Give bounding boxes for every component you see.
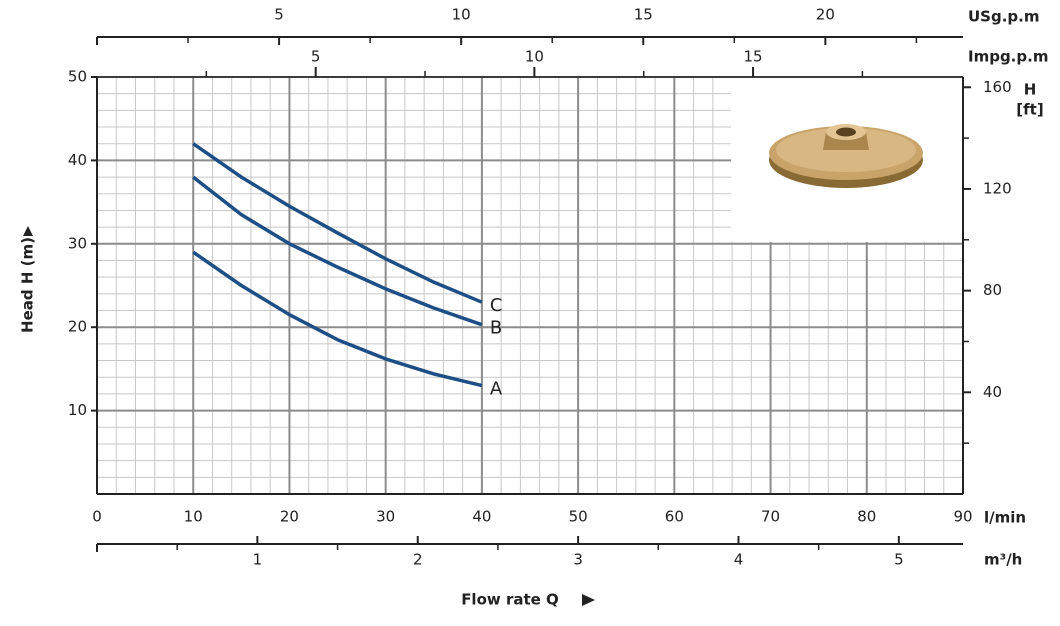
y2-tick-label: 80	[983, 281, 1002, 299]
x-arrow	[582, 594, 595, 606]
x-unit: l/min	[984, 509, 1026, 527]
secondary-tick-label: 5	[274, 6, 284, 24]
secondary-tick-label: 4	[734, 551, 744, 569]
secondary-tick-label: 15	[744, 48, 763, 66]
y2-tick-label: 160	[983, 78, 1012, 96]
y-tick-label: 20	[68, 318, 87, 336]
secondary-tick-label: 5	[894, 551, 904, 569]
impeller-photo	[731, 78, 962, 242]
curve-label: A	[490, 379, 503, 400]
pump-curve	[192, 142, 483, 304]
secondary-tick-label: 10	[452, 6, 471, 24]
x-tick-label: 40	[472, 508, 491, 526]
x-tick-label: 90	[953, 508, 972, 526]
x-tick-label: 10	[184, 508, 203, 526]
grid	[96, 76, 964, 494]
y2-label: [ft]	[1016, 101, 1043, 119]
x-tick-label: 20	[280, 508, 299, 526]
x-tick-label: 50	[569, 508, 588, 526]
pump-curve	[192, 250, 483, 388]
x-tick-label: 70	[761, 508, 780, 526]
curve-label: C	[490, 295, 503, 316]
secondary-axis-unit: m³/h	[984, 551, 1022, 569]
y2-label: H	[1024, 81, 1037, 99]
x-tick-label: 30	[376, 508, 395, 526]
x-tick-label: 80	[857, 508, 876, 526]
secondary-tick-label: 2	[413, 551, 423, 569]
secondary-tick-label: 15	[634, 6, 653, 24]
x-tick-label: 60	[665, 508, 684, 526]
x-tick-label: 0	[92, 508, 102, 526]
secondary-axis-unit: Impg.p.m	[968, 48, 1048, 66]
secondary-tick-label: 3	[573, 551, 583, 569]
secondary-tick-label: 20	[816, 6, 835, 24]
secondary-tick-label: 5	[311, 48, 321, 66]
secondary-tick-label: 10	[525, 48, 544, 66]
y-tick-label: 30	[68, 234, 87, 252]
y-axis-label: Head H (m)	[19, 237, 37, 333]
secondary-tick-label: 1	[253, 551, 263, 569]
y-tick-label: 40	[68, 151, 87, 169]
y-tick-label: 50	[68, 68, 87, 86]
x-axis-label: Flow rate Q	[461, 591, 559, 609]
secondary-axis-unit: USg.p.m	[968, 8, 1039, 26]
y-tick-label: 10	[68, 401, 87, 419]
pump-curve	[192, 175, 483, 327]
y2-tick-label: 40	[983, 383, 1002, 401]
y-arrow	[23, 226, 33, 236]
y2-tick-label: 120	[983, 179, 1012, 197]
curve-label: B	[490, 318, 502, 339]
